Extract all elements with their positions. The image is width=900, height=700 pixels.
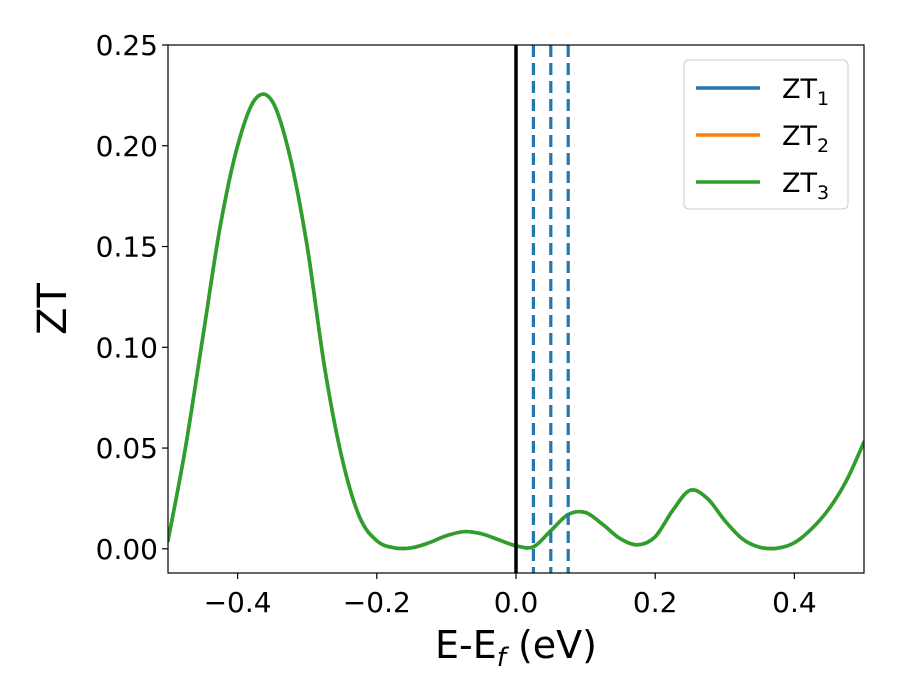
legend-items: ZT1 ZT2 ZT3 — [696, 74, 829, 204]
y-tick-label: 0.20 — [96, 130, 158, 163]
legend-label-zt2: ZT2 — [782, 121, 829, 157]
x-axis-title-main: E-E — [435, 623, 497, 667]
y-axis-ticks: 0.00 0.05 0.10 0.15 0.20 0.25 — [96, 29, 168, 566]
y-tick-label: 0.05 — [96, 432, 158, 465]
x-tick-label: 0.2 — [633, 586, 678, 619]
x-tick-label: 0.0 — [494, 586, 539, 619]
x-axis-title: E-Ef (eV) — [435, 623, 597, 673]
x-axis-ticks: −0.4 −0.2 0.0 0.2 0.4 — [204, 573, 817, 619]
series-line-zt3 — [168, 92, 864, 551]
legend-label-zt3: ZT3 — [782, 168, 829, 204]
y-tick-label: 0.10 — [96, 331, 158, 364]
x-tick-label: −0.4 — [204, 586, 272, 619]
legend-box — [683, 59, 849, 210]
reference-lines — [514, 45, 570, 573]
y-tick-label: 0.15 — [96, 231, 158, 264]
x-tick-label: −0.2 — [343, 586, 411, 619]
y-tick-label: 0.25 — [96, 29, 158, 62]
legend-label-zt1: ZT1 — [782, 74, 829, 110]
series-layer — [168, 92, 864, 551]
legend: ZT1 ZT2 ZT3 — [683, 59, 849, 210]
x-axis-title-suffix: (eV) — [506, 623, 597, 667]
x-tick-label: 0.4 — [772, 586, 817, 619]
y-tick-label: 0.00 — [96, 533, 158, 566]
y-axis-title: ZT — [30, 283, 76, 335]
